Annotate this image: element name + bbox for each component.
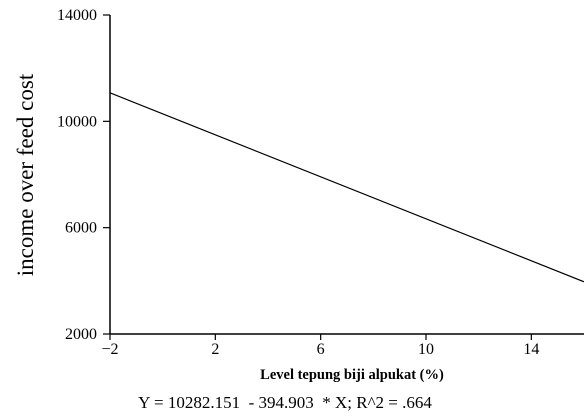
x-tick-label: 6 [317, 341, 325, 358]
y-tick-label: 2000 [65, 326, 97, 343]
y-axis-label: income over feed cost [13, 73, 38, 276]
regression-line [109, 92, 584, 283]
x-axis-label: Level tepung biji alpukat (%) [260, 367, 444, 383]
x-tick-label: 2 [211, 341, 219, 358]
plot-area: 2000 6000 10000 14000 −2 2 6 10 14 [57, 7, 584, 358]
x-tick-label: −2 [101, 341, 118, 358]
y-tick-label: 10000 [57, 113, 97, 130]
x-tick-label: 10 [418, 341, 434, 358]
regression-equation: Y = 10282.151 - 394.903 * X; R^2 = .664 [138, 393, 432, 412]
y-tick-label: 6000 [65, 220, 97, 237]
x-ticks: −2 2 6 10 14 [101, 334, 539, 358]
y-tick-label: 14000 [57, 7, 97, 24]
series-group [109, 92, 584, 283]
x-tick-label: 14 [523, 341, 539, 358]
y-ticks: 2000 6000 10000 14000 [57, 7, 110, 343]
